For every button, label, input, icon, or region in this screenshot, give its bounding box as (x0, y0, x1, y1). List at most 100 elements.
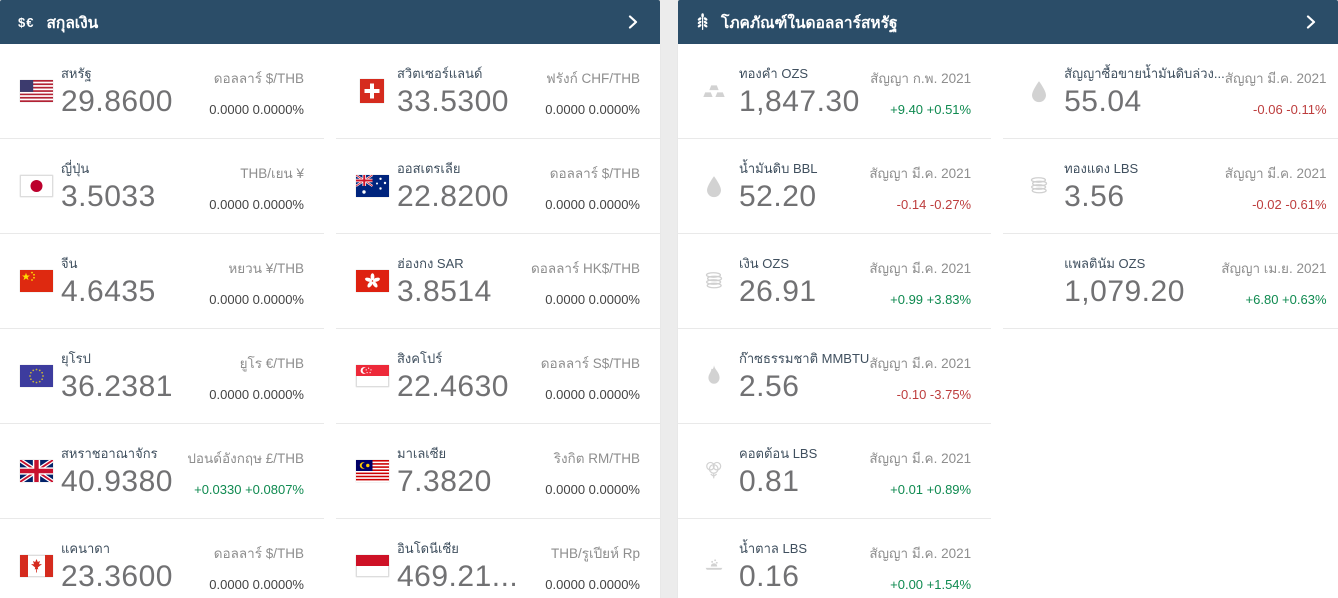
change-value: 0.0000 0.0000% (209, 577, 304, 592)
currency-card[interactable]: สหราชอาณาจักร 40.9380 ปอนด์อังกฤษ £/THB +0.… (0, 424, 324, 519)
contract-label: สัญญา มี.ค. 2021 (869, 546, 972, 561)
change-value: +0.99 +3.83% (890, 292, 972, 307)
instrument-value: 3.5033 (61, 179, 156, 213)
ch-flag-icon (354, 79, 390, 103)
currencies-panel-title: สกุลเงิน (46, 14, 99, 32)
empty-cell (1003, 329, 1338, 424)
instrument-name: อินโดนีเซีย (397, 540, 459, 556)
instrument-value: 36.2381 (61, 369, 173, 403)
commodity-card[interactable]: เงิน OZS 26.91 สัญญา มี.ค. 2021 +0.99 +3.83… (678, 234, 992, 329)
id-flag-icon (354, 555, 390, 577)
sugar-bowl-icon (696, 553, 732, 579)
commodity-card[interactable]: ทองแดง LBS 3.56 สัญญา มี.ค. 2021 -0.02 -0.6… (1003, 139, 1338, 234)
currency-card[interactable]: ฮ่องกง SAR 3.8514 ดอลลาร์ HK$/THB 0.0000 0.… (336, 234, 660, 329)
instrument-name: ฮ่องกง SAR (397, 255, 464, 271)
change-value: +9.40 +0.51% (890, 102, 972, 117)
commodities-panel-header[interactable]: โภคภัณฑ์ในดอลลาร์สหรัฐ (678, 0, 1338, 44)
instrument-name: ทองคำ OZS (739, 65, 809, 81)
instrument-name: สหรัฐ (61, 65, 92, 81)
pair-label: ดอลลาร์ $/THB (213, 546, 304, 561)
jp-flag-icon (18, 175, 54, 197)
commodity-card[interactable]: น้ำมันดิบ BBL 52.20 สัญญา มี.ค. 2021 -0.14 … (678, 139, 992, 234)
hk-flag-icon (354, 270, 390, 292)
instrument-value: 0.16 (739, 559, 800, 593)
instrument-value: 55.04 (1064, 84, 1142, 118)
instrument-name: น้ำมันดิบ BBL (739, 160, 818, 176)
empty-cell (1003, 424, 1338, 519)
instrument-name: ก๊าซธรรมชาติ MMBTU (739, 350, 870, 366)
change-value: 0.0000 0.0000% (545, 577, 640, 592)
sg-flag-icon (354, 365, 390, 387)
currency-card[interactable]: ออสเตรเลีย 22.8200 ดอลลาร์ $/THB 0.0000 0.0… (336, 139, 660, 234)
instrument-name: ยุโรป (61, 350, 91, 366)
instrument-name: ออสเตรเลีย (397, 160, 461, 176)
commodities-panel: โภคภัณฑ์ในดอลลาร์สหรัฐ ทองคำ OZS 1,847.30… (678, 0, 1338, 598)
instrument-name: แพลตินัม OZS (1064, 255, 1146, 271)
change-value: -0.02 -0.61% (1252, 197, 1327, 212)
wheat-icon (696, 13, 709, 31)
contract-label: สัญญา มี.ค. 2021 (869, 166, 972, 181)
contract-label: สัญญา มี.ค. 2021 (1224, 71, 1327, 86)
currency-card[interactable]: ยุโรป 36.2381 ยูโร €/THB 0.0000 0.0000% (0, 329, 324, 424)
change-value: 0.0000 0.0000% (209, 197, 304, 212)
instrument-name: น้ำตาล LBS (739, 540, 808, 556)
contract-label: สัญญา มี.ค. 2021 (1224, 166, 1327, 181)
ca-flag-icon (18, 555, 54, 577)
gold-bars-icon (696, 78, 732, 104)
pair-label: หยวน ¥/THB (228, 261, 304, 276)
instrument-name: เงิน OZS (739, 255, 790, 271)
change-value: 0.0000 0.0000% (209, 102, 304, 117)
commodity-card[interactable]: ก๊าซธรรมชาติ MMBTU 2.56 สัญญา มี.ค. 2021 -0… (678, 329, 992, 424)
currency-card[interactable]: สวิตเซอร์แลนด์ 33.5300 ฟรังก์ CHF/THB 0.000… (336, 44, 660, 139)
cotton-icon (696, 458, 732, 484)
chevron-right-icon[interactable] (1306, 15, 1316, 29)
flame-icon (696, 363, 732, 389)
coin-stack-icon (696, 268, 732, 294)
instrument-value: 29.8600 (61, 84, 173, 118)
commodity-card[interactable]: ทองคำ OZS 1,847.30 สัญญา ก.พ. 2021 +9.40 +0… (678, 44, 992, 139)
currency-card[interactable]: จีน 4.6435 หยวน ¥/THB 0.0000 0.0000% (0, 234, 324, 329)
instrument-value: 0.81 (739, 464, 800, 498)
change-value: +0.0330 +0.0807% (194, 482, 304, 497)
pair-label: THB/รูเปียห์ Rp (550, 546, 640, 561)
currency-card[interactable]: สหรัฐ 29.8600 ดอลลาร์ $/THB 0.0000 0.0000% (0, 44, 324, 139)
currency-card[interactable]: ญี่ปุ่น 3.5033 THB/เยน ¥ 0.0000 0.0000% (0, 139, 324, 234)
contract-label: สัญญา มี.ค. 2021 (869, 356, 972, 371)
pair-label: ดอลลาร์ $/THB (549, 166, 640, 181)
my-flag-icon (354, 460, 390, 482)
cn-flag-icon (18, 270, 54, 292)
change-value: 0.0000 0.0000% (545, 102, 640, 117)
currencies-panel: $€ สกุลเงิน สหรัฐ 29.8600 ดอลลาร์ $/THB 0.0… (0, 0, 660, 598)
commodity-card[interactable]: น้ำตาล LBS 0.16 สัญญา มี.ค. 2021 +0.00 +1.5… (678, 519, 992, 598)
commodity-card[interactable]: สัญญาซื้อขายน้ำมันดิบล่วง... 55.04 สัญญา ม… (1003, 44, 1338, 139)
pair-label: ดอลลาร์ HK$/THB (530, 261, 640, 276)
change-value: -0.14 -0.27% (896, 197, 972, 212)
commodity-card[interactable]: แพลตินัม OZS 1,079.20 สัญญา เม.ย. 2021 +6.8… (1003, 234, 1338, 329)
change-value: 0.0000 0.0000% (545, 292, 640, 307)
contract-label: สัญญา เม.ย. 2021 (1221, 261, 1327, 276)
currency-card[interactable]: มาเลเซีย 7.3820 ริงกิต RM/THB 0.0000 0.0000… (336, 424, 660, 519)
instrument-value: 3.8514 (397, 274, 492, 308)
instrument-name: คอตต้อน LBS (739, 445, 818, 461)
instrument-value: 22.8200 (397, 179, 509, 213)
instrument-value: 469.21... (397, 559, 519, 593)
instrument-value: 52.20 (739, 179, 817, 213)
currency-symbols-icon: $€ (18, 14, 35, 30)
currencies-panel-header[interactable]: $€ สกุลเงิน (0, 0, 660, 44)
currency-card[interactable]: อินโดนีเซีย 469.21... THB/รูเปียห์ Rp 0.000… (336, 519, 660, 598)
currency-card[interactable]: แคนาดา 23.3600 ดอลลาร์ $/THB 0.0000 0.0000% (0, 519, 324, 598)
chevron-right-icon[interactable] (628, 15, 638, 29)
change-value: 0.0000 0.0000% (209, 292, 304, 307)
empty-cell (1003, 519, 1338, 598)
pair-label: ริงกิต RM/THB (553, 451, 640, 466)
commodity-card[interactable]: คอตต้อน LBS 0.81 สัญญา มี.ค. 2021 +0.01 +0.… (678, 424, 992, 519)
au-flag-icon (354, 175, 390, 197)
change-value: +6.80 +0.63% (1245, 292, 1327, 307)
instrument-value: 26.91 (739, 274, 817, 308)
change-value: +0.00 +1.54% (890, 577, 972, 592)
instrument-name: ทองแดง LBS (1064, 160, 1139, 176)
pair-label: ยูโร €/THB (239, 356, 304, 371)
currency-card[interactable]: สิงคโปร์ 22.4630 ดอลลาร์ S$/THB 0.0000 0.00… (336, 329, 660, 424)
contract-label: สัญญา มี.ค. 2021 (869, 261, 972, 276)
